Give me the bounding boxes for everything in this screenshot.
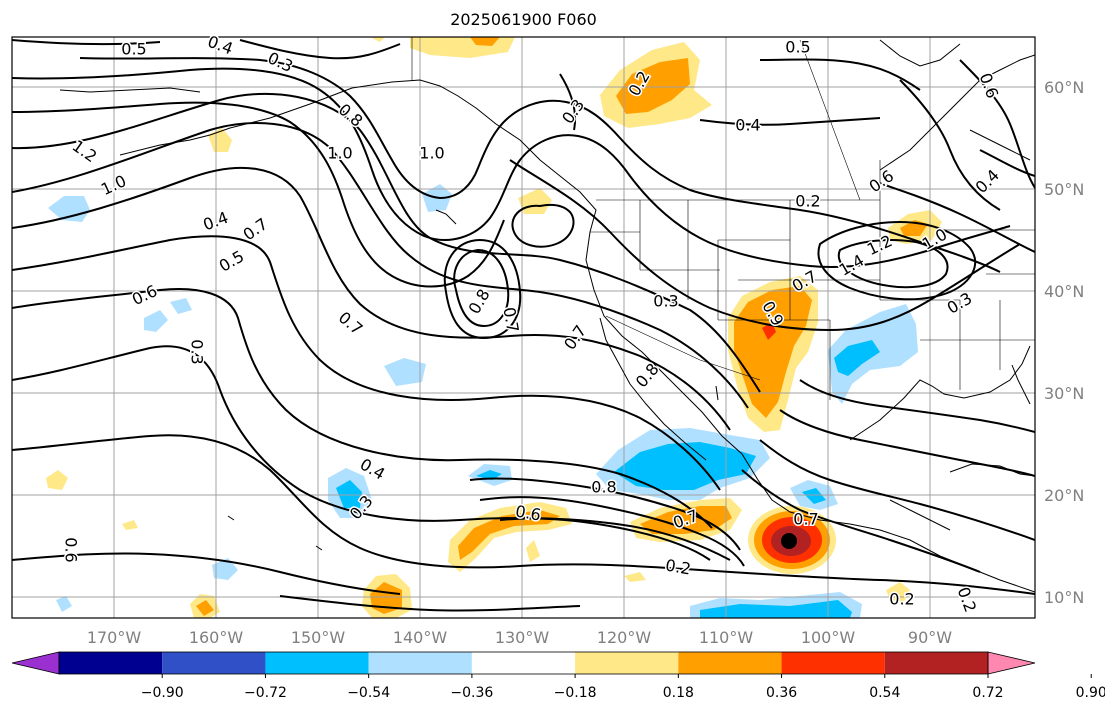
- colorbar-tick-label: −0.72: [244, 685, 287, 701]
- lat-label-30n: 30°N: [1044, 384, 1084, 403]
- colorbar-segment: [575, 652, 679, 674]
- colorbar-tick-label: 0.90: [1076, 685, 1105, 701]
- lat-label-10n: 10°N: [1044, 588, 1084, 607]
- longitude-labels: 170°W 160°W 150°W 140°W 130°W 120°W 110°…: [87, 628, 952, 647]
- contour-label: 0.8: [591, 478, 616, 497]
- contour-lines: [12, 39, 1035, 612]
- lon-label-130w: 130°W: [495, 628, 550, 647]
- colorbar-frame: [58, 651, 989, 675]
- contour-label: 0.2: [795, 192, 820, 211]
- colorbar-segment: [471, 652, 576, 674]
- colorbar-segment: [59, 652, 163, 674]
- lat-label-40n: 40°N: [1044, 282, 1084, 301]
- colorbar-segment: [884, 652, 988, 674]
- colorbar-tick-label: −0.54: [347, 685, 390, 701]
- contour-label: 0.2: [664, 555, 692, 578]
- contour-label: 0.4: [735, 116, 760, 135]
- contour-label: 0.5: [121, 40, 146, 59]
- contour-label: 0.5: [785, 38, 810, 57]
- contour-label: 1.0: [327, 144, 352, 163]
- lon-label-120w: 120°W: [597, 628, 652, 647]
- lon-label-90w: 90°W: [908, 628, 952, 647]
- lon-label-140w: 140°W: [393, 628, 448, 647]
- contour-label: 1.0: [419, 144, 444, 163]
- lon-label-160w: 160°W: [189, 628, 244, 647]
- colorbar-tick-label: 0.72: [972, 685, 1003, 701]
- contour-label: 0.6: [62, 537, 81, 562]
- lon-label-170w: 170°W: [87, 628, 142, 647]
- lon-label-100w: 100°W: [801, 628, 856, 647]
- latitude-labels: 60°N 50°N 40°N 30°N 20°N 10°N: [1044, 78, 1084, 607]
- colorbar-tick-label: 0.54: [869, 685, 900, 701]
- colorbar-tick-label: −0.18: [554, 685, 597, 701]
- lon-label-150w: 150°W: [291, 628, 346, 647]
- storm-center-marker: [781, 533, 797, 549]
- colorbar-segment: [265, 652, 369, 674]
- lat-label-20n: 20°N: [1044, 486, 1084, 505]
- contour-label: 0.6: [514, 501, 542, 524]
- contour-label: 0.2: [889, 590, 914, 609]
- map-title: 2025061900 F060: [450, 10, 597, 29]
- contour-label: 0.3: [653, 292, 678, 311]
- contour-label: 0.3: [188, 339, 207, 364]
- colorbar-min-extend: [11, 651, 60, 675]
- colorbar-tick-label: −0.36: [450, 685, 493, 701]
- map-frame: [11, 36, 1036, 619]
- contour-label: 0.7: [793, 510, 818, 529]
- lon-label-110w: 110°W: [699, 628, 754, 647]
- colorbar-segment: [678, 652, 782, 674]
- colorbar-tick-label: −0.90: [141, 685, 184, 701]
- lat-label-60n: 60°N: [1044, 78, 1084, 97]
- lat-lon-grid: [12, 37, 1035, 618]
- colorbar-segment: [368, 652, 472, 674]
- colorbar: −0.90 −0.72 −0.54 −0.36 −0.18 0.18 0.36 0.54 0.7…: [11, 651, 1105, 701]
- colorbar-tick-label: 0.36: [766, 685, 797, 701]
- colorbar-segment: [781, 652, 885, 674]
- lat-label-50n: 50°N: [1044, 180, 1084, 199]
- colorbar-max-extend: [987, 651, 1036, 675]
- colorbar-segment: [162, 652, 266, 674]
- colorbar-tick-label: 0.18: [663, 685, 694, 701]
